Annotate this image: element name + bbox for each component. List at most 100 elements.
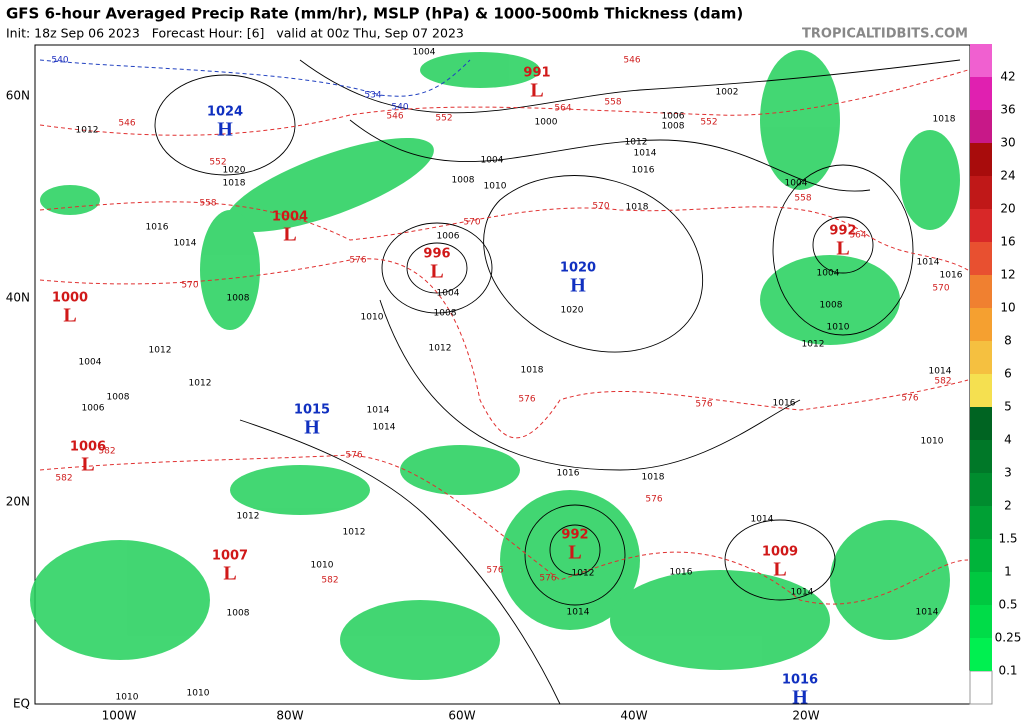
isobar-label: 1006 (437, 232, 460, 242)
isobar-label: 1008 (662, 122, 685, 132)
cold-thickness-label: 540 (51, 56, 68, 66)
center-value: 1007 (212, 549, 248, 564)
isobar-label: 1012 (802, 340, 825, 350)
thickness-label: 576 (518, 395, 535, 405)
colorbar-label: 1 (1004, 565, 1012, 579)
isobar-label: 1016 (940, 271, 963, 281)
lat-label: 40N (6, 291, 30, 305)
cold-thickness-label: 534 (364, 91, 381, 101)
isobar-label: 1016 (632, 166, 655, 176)
isobar-label: 1004 (817, 269, 840, 279)
isobar-label: 1010 (484, 182, 507, 192)
center-letter: L (568, 542, 581, 564)
colorbar-base (969, 670, 993, 705)
isobar-label: 1000 (535, 118, 558, 128)
isobar-label: 1008 (434, 309, 457, 319)
thickness-label: 570 (181, 281, 198, 291)
thickness-label: 582 (98, 447, 115, 457)
colorbar-label: 6 (1004, 367, 1012, 381)
isobar-label: 1012 (76, 126, 99, 136)
thickness-label: 576 (349, 256, 366, 266)
isobar-label: 1014 (367, 406, 390, 416)
isobar-label: 1016 (557, 469, 580, 479)
thickness-label: 552 (700, 118, 717, 128)
lon-label: 20W (792, 709, 819, 723)
center-letter: L (63, 305, 76, 327)
colorbar-label: 0.25 (995, 631, 1022, 645)
isobar-label: 1014 (791, 588, 814, 598)
lon-label: 100W (102, 709, 137, 723)
center-letter: L (81, 454, 94, 476)
colorbar-label: 2 (1004, 499, 1012, 513)
isobar-label: 1014 (567, 608, 590, 618)
isobar-label: 1018 (223, 179, 246, 189)
colorbar-segment (970, 143, 992, 176)
colorbar-segment (970, 77, 992, 110)
isobar-label: 1014 (751, 515, 774, 525)
colorbar-label: 0.1 (998, 664, 1017, 678)
thickness-label: 576 (345, 451, 362, 461)
thickness-label: 576 (645, 495, 662, 505)
colorbar-segment (970, 440, 992, 473)
isobar-label: 1014 (917, 258, 940, 268)
colorbar-segment (970, 308, 992, 341)
isobar-label: 1008 (452, 176, 475, 186)
thickness-label: 552 (435, 114, 452, 124)
isobar-label: 1012 (625, 138, 648, 148)
isobar-label: 1016 (670, 568, 693, 578)
thickness-label: 576 (539, 574, 556, 584)
center-letter: L (773, 559, 786, 581)
colorbar-segment (970, 110, 992, 143)
isobars (154, 59, 961, 705)
lat-label: 20N (6, 495, 30, 509)
colorbar-label: 0.5 (998, 598, 1017, 612)
title: GFS 6-hour Averaged Precip Rate (mm/hr),… (6, 5, 743, 23)
colorbar-segment (970, 275, 992, 308)
colorbar-segment (970, 539, 992, 572)
center-letter: L (836, 238, 849, 260)
thickness-label: 546 (386, 112, 403, 122)
thickness-label: 558 (604, 98, 621, 108)
center-letter: L (530, 80, 543, 102)
isobar-label: 1010 (921, 437, 944, 447)
thickness-label: 546 (118, 119, 135, 129)
isobar-label: 1006 (662, 112, 685, 122)
colorbar-segment (970, 506, 992, 539)
isobar-label: 1012 (572, 569, 595, 579)
colorbar-label: 36 (1000, 103, 1015, 117)
center-value: 1016 (782, 673, 818, 688)
colorbar-label: 10 (1000, 301, 1015, 315)
center-value: 1024 (207, 105, 243, 120)
lon-label: 60W (448, 709, 475, 723)
isobar-label: 1010 (116, 693, 139, 703)
isobar-label: 1012 (429, 344, 452, 354)
center-value: 1015 (294, 403, 330, 418)
colorbar-label: 30 (1000, 136, 1015, 150)
isobar-label: 1010 (187, 689, 210, 699)
colorbar-label: 8 (1004, 334, 1012, 348)
center-value: 1004 (272, 210, 308, 225)
thickness-label: 552 (209, 158, 226, 168)
isobar-label: 1012 (237, 512, 260, 522)
center-letter: L (223, 563, 236, 585)
center-value: 992 (829, 224, 856, 239)
thickness-label: 546 (623, 56, 640, 66)
cold-thickness (39, 59, 471, 97)
isobar-label: 1020 (223, 166, 246, 176)
isobar-label: 1018 (626, 203, 649, 213)
isobar-label: 1006 (82, 404, 105, 414)
colorbar-segment (970, 176, 992, 209)
thickness-label: 564 (849, 231, 866, 241)
colorbar-label: 5 (1004, 400, 1012, 414)
isobar-label: 1008 (227, 294, 250, 304)
center-value: 992 (561, 528, 588, 543)
colorbar-label: 4 (1004, 433, 1012, 447)
lon-label: 40W (620, 709, 647, 723)
center-letter: H (792, 687, 808, 709)
thickness-label: 576 (901, 394, 918, 404)
isobar-label: 1004 (785, 179, 808, 189)
isobar-label: 1018 (521, 366, 544, 376)
isobar-label: 1004 (413, 48, 436, 58)
thickness-label: 570 (463, 218, 480, 228)
